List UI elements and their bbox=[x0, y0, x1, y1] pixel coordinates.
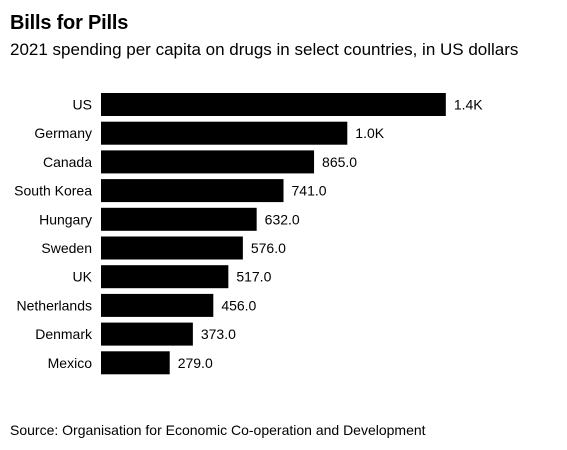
chart-subtitle: 2021 spending per capita on drugs in sel… bbox=[10, 40, 519, 59]
category-label: South Korea bbox=[14, 183, 92, 199]
bar bbox=[101, 293, 214, 317]
data-label: 373.0 bbox=[201, 326, 236, 342]
bar-chart: US 1.4K Germany 1.0K Canada 865.0 South Korea 7… bbox=[14, 93, 483, 375]
category-label: Denmark bbox=[35, 326, 93, 342]
bar bbox=[101, 322, 193, 346]
bar bbox=[101, 351, 170, 375]
category-label: UK bbox=[73, 269, 93, 285]
bar bbox=[101, 179, 284, 203]
category-label: Netherlands bbox=[17, 297, 93, 313]
data-label: 576.0 bbox=[251, 240, 286, 256]
category-label: Canada bbox=[43, 154, 92, 170]
chart-source: Source: Organisation for Economic Co-ope… bbox=[10, 422, 426, 438]
category-label: Sweden bbox=[41, 240, 92, 256]
category-label: Germany bbox=[34, 125, 92, 141]
bar bbox=[101, 121, 348, 145]
bar bbox=[101, 236, 243, 260]
data-label: 456.0 bbox=[221, 297, 256, 313]
category-label: Mexico bbox=[48, 355, 93, 371]
data-label: 517.0 bbox=[236, 269, 271, 285]
bar bbox=[101, 207, 257, 231]
data-label: 632.0 bbox=[265, 211, 300, 227]
bar bbox=[101, 265, 229, 289]
bar bbox=[101, 150, 315, 174]
data-label: 865.0 bbox=[322, 154, 357, 170]
category-label: US bbox=[73, 97, 92, 113]
data-label: 1.4K bbox=[454, 97, 483, 113]
chart-title: Bills for Pills bbox=[10, 12, 129, 34]
data-label: 1.0K bbox=[355, 125, 384, 141]
category-label: Hungary bbox=[39, 211, 92, 227]
data-label: 741.0 bbox=[292, 183, 327, 199]
data-label: 279.0 bbox=[178, 355, 213, 371]
bar bbox=[101, 93, 446, 116]
